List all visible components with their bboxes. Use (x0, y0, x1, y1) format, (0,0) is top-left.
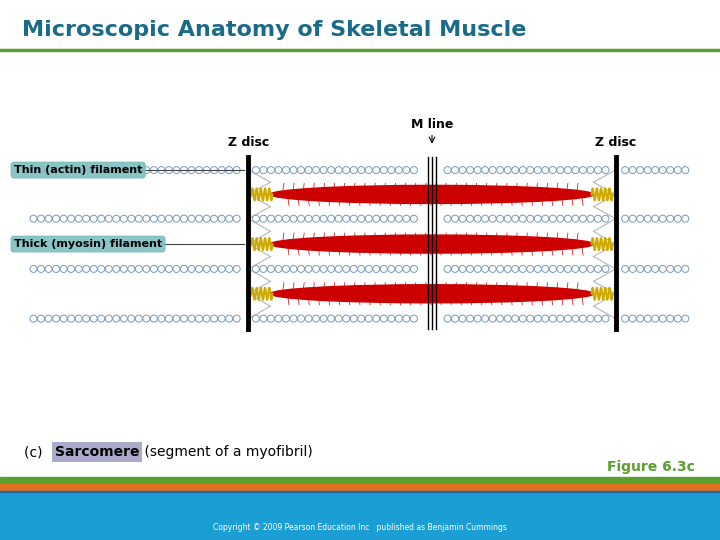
Text: (segment of a myofibril): (segment of a myofibril) (140, 445, 312, 459)
Text: Z disc: Z disc (228, 136, 269, 148)
Ellipse shape (271, 185, 593, 204)
Ellipse shape (271, 285, 593, 303)
Text: Microscopic Anatomy of Skeletal Muscle: Microscopic Anatomy of Skeletal Muscle (22, 20, 526, 40)
Text: Thick (myosin) filament: Thick (myosin) filament (14, 239, 162, 249)
Text: (c): (c) (24, 445, 47, 459)
Bar (0, 491, 720, 492)
Text: Copyright © 2009 Pearson Education Inc   published as Benjamin Cummings: Copyright © 2009 Pearson Education Inc p… (213, 523, 507, 532)
Bar (0, 477, 720, 484)
Text: Figure 6.3c: Figure 6.3c (607, 460, 695, 474)
Text: Thin (actin) filament: Thin (actin) filament (14, 165, 143, 175)
Text: M line: M line (411, 118, 453, 131)
Bar (0, 492, 720, 540)
Text: Z disc: Z disc (595, 136, 636, 148)
Text: Sarcomere: Sarcomere (55, 445, 140, 459)
Ellipse shape (271, 235, 593, 253)
Bar (0, 484, 720, 491)
